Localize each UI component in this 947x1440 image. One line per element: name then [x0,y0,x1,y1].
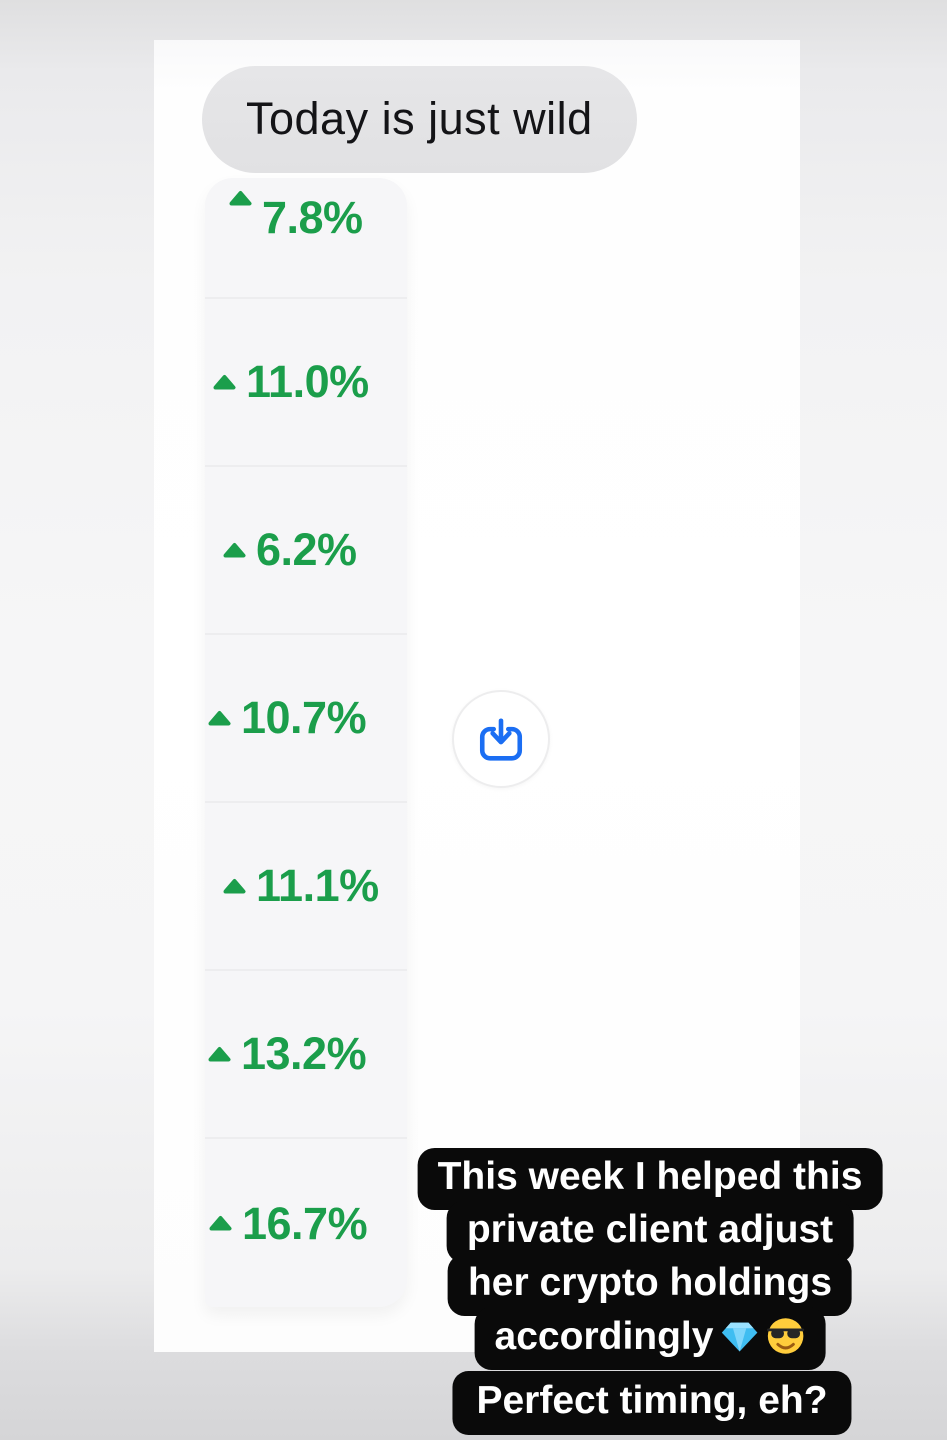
chat-screenshot-panel: Today is just wild 7.8% 11.0% 6.2% 10.7% [154,40,800,1352]
attachment-card[interactable]: 7.8% 11.0% 6.2% 10.7% 11.1% 13.2% [205,178,407,1307]
caption-line: her crypto holdings [447,1254,853,1316]
table-row: 11.1% [205,801,407,969]
caption-line-text: accordingly [494,1314,714,1358]
change-value: 11.1% [256,860,379,911]
change-value: 13.2% [241,1028,367,1079]
caption-line-text: This week I helped this [437,1155,863,1198]
up-arrow-icon [209,1216,232,1231]
change-value: 7.8% [262,192,363,243]
up-arrow-icon [223,542,246,557]
sunglasses-emoji-icon [766,1318,805,1354]
download-icon [479,718,523,761]
footer-caption: Perfect timing, eh? [452,1371,852,1435]
message-text: Today is just wild [246,93,593,144]
up-arrow-icon [223,878,246,893]
up-arrow-icon [213,374,236,389]
caption-line: This week I helped this [417,1148,883,1210]
table-row: 16.7% [205,1137,407,1307]
table-row: 13.2% [205,969,407,1137]
gem-emoji-icon [721,1322,758,1352]
change-value: 6.2% [256,524,357,575]
table-row: 11.0% [205,297,407,465]
change-value: 11.0% [246,356,369,407]
caption-line: accordingly [474,1307,826,1370]
change-value: 10.7% [241,692,367,743]
message-bubble: Today is just wild [202,66,637,173]
caption-line-text: her crypto holdings [467,1261,833,1304]
up-arrow-icon [229,191,252,206]
table-row: 6.2% [205,465,407,633]
caption-line: private client adjust [446,1201,854,1263]
caption-line-text: private client adjust [466,1208,834,1251]
caption-block: This week I helped this private client a… [417,1148,883,1370]
footer-caption-text: Perfect timing, eh? [476,1379,828,1422]
up-arrow-icon [208,710,231,725]
change-value: 16.7% [242,1197,368,1249]
table-row: 10.7% [205,633,407,801]
table-row: 7.8% [205,178,407,297]
up-arrow-icon [208,1046,231,1061]
download-button[interactable] [452,690,550,788]
